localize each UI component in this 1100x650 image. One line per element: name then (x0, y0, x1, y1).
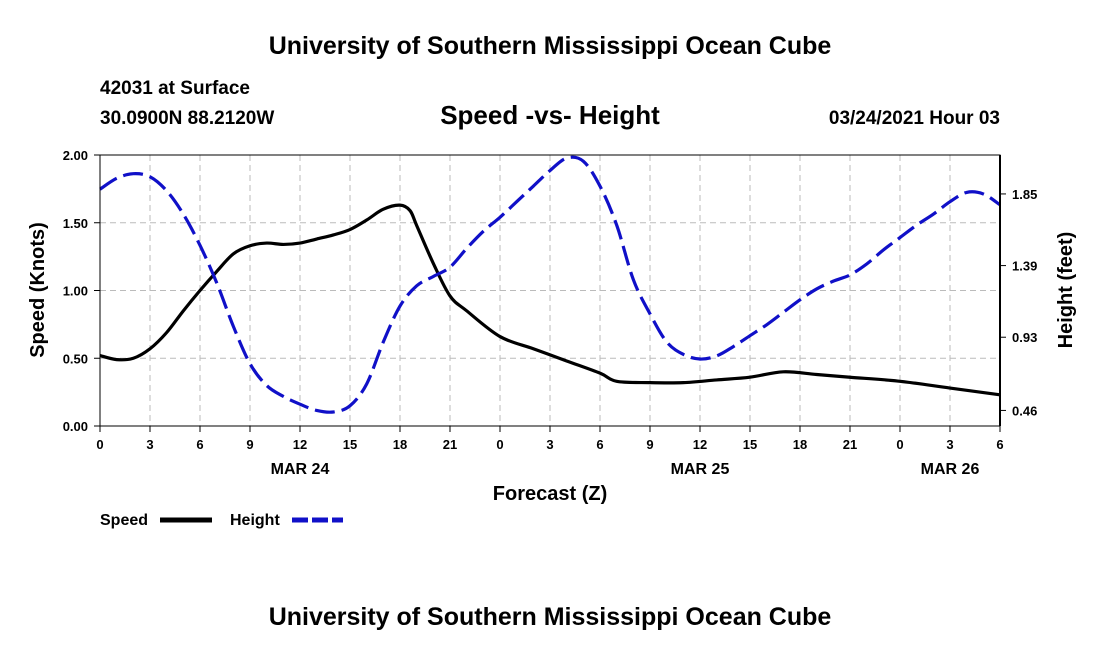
legend-label-height: Height (230, 512, 280, 529)
footer-title: University of Southern Mississippi Ocean… (269, 603, 832, 631)
y2-tick-label: 1.85 (1012, 187, 1037, 202)
x-tick-label: 6 (596, 437, 603, 452)
x-tick-label: 3 (946, 437, 953, 452)
x-tick-label: 3 (146, 437, 153, 452)
x-tick-label: 0 (896, 437, 903, 452)
y-tick-label: 0.50 (63, 351, 88, 366)
x-date-label: MAR 24 (271, 461, 330, 478)
series-line-height (99, 155, 1001, 414)
x-tick-label: 3 (546, 437, 553, 452)
x-axis-title: Forecast (Z) (493, 483, 607, 505)
x-tick-label: 15 (343, 437, 357, 452)
x-tick-label: 9 (646, 437, 653, 452)
x-tick-label: 15 (743, 437, 757, 452)
y-tick-label: 1.50 (63, 216, 88, 231)
legend: Speed Height (100, 512, 343, 529)
main-title: University of Southern Mississippi Ocean… (269, 32, 832, 60)
location-label: 30.0900N 88.2120W (100, 108, 274, 129)
x-tick-label: 18 (793, 437, 807, 452)
x-tick-label: 6 (196, 437, 203, 452)
x-tick-label: 9 (246, 437, 253, 452)
x-tick-label: 12 (693, 437, 707, 452)
x-tick-label: 12 (293, 437, 307, 452)
x-tick-label: 0 (96, 437, 103, 452)
grid-lines (100, 155, 1000, 426)
y2-tick-label: 0.46 (1012, 403, 1037, 418)
y2-tick-label: 1.39 (1012, 259, 1037, 274)
x-tick-label: 18 (393, 437, 407, 452)
x-date-label: MAR 26 (921, 461, 980, 478)
y2-axis-title: Height (feet) (1055, 232, 1077, 349)
station-label: 42031 at Surface (100, 78, 250, 99)
datetime-label: 03/24/2021 Hour 03 (829, 108, 1000, 129)
x-tick-label: 21 (443, 437, 457, 452)
x-tick-label: 21 (843, 437, 857, 452)
legend-label-speed: Speed (100, 512, 148, 529)
x-tick-label: 6 (996, 437, 1003, 452)
series-lines (99, 155, 1001, 414)
axes: 0 3 6 9 12 15 18 21 0 3 6 9 12 15 18 21 0 3 6 MAR 24 MAR 25 M… (63, 148, 1038, 478)
y-tick-label: 1.00 (63, 284, 88, 299)
y-tick-label: 2.00 (63, 148, 88, 163)
y2-tick-label: 0.93 (1012, 330, 1037, 345)
y-tick-label: 0.00 (63, 419, 88, 434)
series-line-speed (99, 203, 1001, 397)
x-date-label: MAR 25 (671, 461, 730, 478)
chart-title: Speed -vs- Height (440, 100, 660, 130)
x-tick-label: 0 (496, 437, 503, 452)
y-axis-title: Speed (Knots) (27, 222, 49, 358)
